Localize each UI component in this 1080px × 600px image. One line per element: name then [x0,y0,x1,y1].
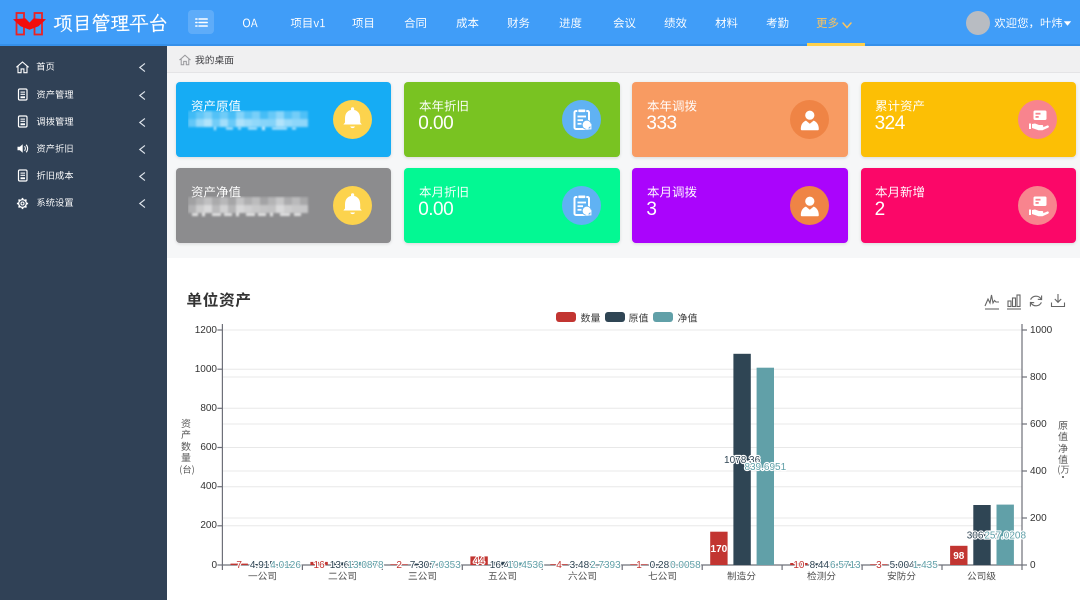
svg-text:44: 44 [474,556,486,567]
svg-text:3: 3 [876,560,882,571]
svg-text:13.68: 13.68 [330,560,355,571]
svg-text:3.489: 3.489 [570,560,595,571]
svg-text:7: 7 [236,560,242,571]
svg-text:98: 98 [953,551,965,562]
svg-text:10.4536: 10.4536 [507,560,544,571]
svg-text:839.6951: 839.6951 [744,462,786,473]
svg-text:2.7393: 2.7393 [590,560,621,571]
svg-text:7.0353: 7.0353 [430,560,461,571]
svg-text:5.004: 5.004 [890,560,915,571]
svg-text:1.435: 1.435 [913,560,938,571]
svg-text:2: 2 [396,560,402,571]
svg-text:13.0878: 13.0878 [347,560,384,571]
svg-text:4.0126: 4.0126 [270,560,301,571]
svg-text:1: 1 [636,560,642,571]
svg-text:7.305: 7.305 [410,560,435,571]
svg-text:6.5713: 6.5713 [830,560,861,571]
svg-text:257.0208: 257.0208 [984,530,1026,541]
svg-text:16: 16 [314,560,326,571]
svg-text:8.448: 8.448 [810,560,835,571]
svg-text:4: 4 [556,560,562,571]
svg-text:306.62: 306.62 [967,531,998,542]
svg-text:4.915: 4.915 [250,560,275,571]
svg-text:0.0058: 0.0058 [670,560,701,571]
svg-text:16.45: 16.45 [490,560,515,571]
svg-text:10: 10 [793,560,805,571]
svg-text:170: 170 [711,544,728,555]
svg-text:0.285: 0.285 [650,560,675,571]
svg-text:1078.36: 1078.36 [724,455,761,466]
